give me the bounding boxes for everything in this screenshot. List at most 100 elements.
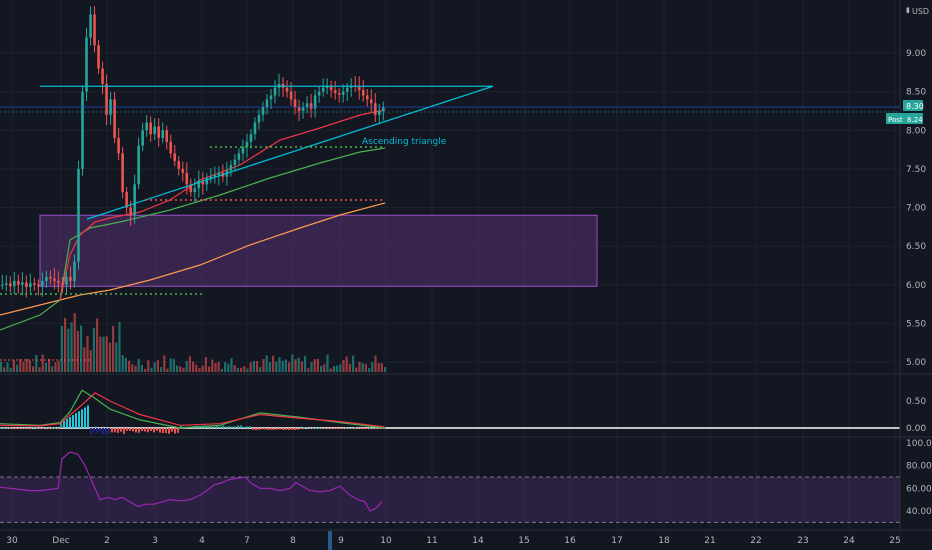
- volume-bar: [153, 362, 156, 372]
- macd-histogram-bar: [231, 426, 233, 428]
- macd-histogram-bar: [132, 428, 134, 432]
- candle-body: [181, 168, 185, 173]
- volume-bar: [281, 360, 284, 372]
- volume-bar: [160, 367, 163, 372]
- macd-histogram-bar: [321, 428, 323, 429]
- volume-bar: [246, 368, 249, 372]
- volume-bar: [108, 342, 111, 372]
- volume-bar: [358, 361, 361, 372]
- candle-body: [233, 159, 237, 166]
- candle-body: [117, 137, 120, 154]
- macd-histogram-bar: [267, 428, 269, 430]
- candle-body: [317, 91, 321, 96]
- volume-bar: [6, 362, 9, 372]
- price-tick-label: 7.50: [906, 165, 926, 175]
- volume-bar: [224, 362, 227, 372]
- volume-bar: [112, 325, 115, 372]
- macd-histogram-bar: [336, 428, 338, 429]
- price-tick-label: 8.00: [906, 126, 926, 136]
- candle-body: [29, 283, 32, 288]
- macd-histogram-bar: [102, 428, 104, 435]
- ma-orange-line: [0, 202, 386, 316]
- macd-histogram-bar: [291, 428, 293, 430]
- candle-body: [173, 153, 177, 162]
- volume-bar: [329, 368, 332, 372]
- volume-bar: [214, 362, 217, 372]
- candle-body: [285, 87, 289, 92]
- macd-histogram-bar: [363, 428, 365, 429]
- candle-body: [341, 91, 345, 95]
- candle-body: [77, 168, 80, 262]
- candle-body: [97, 45, 100, 69]
- macd-histogram-bar: [129, 428, 131, 431]
- volume-bar: [339, 364, 342, 372]
- candle-body: [241, 147, 245, 154]
- price-axis[interactable]: USD ▮ 9.00 8.50 8.00 7.50 7.00 6.50 6.00 5.50 5.…: [906, 6, 932, 517]
- price-tick-label: 5.00: [906, 358, 926, 368]
- macd-histogram-bar: [165, 428, 167, 433]
- candle-body: [113, 99, 116, 138]
- macd-histogram-bar: [315, 427, 317, 429]
- volume-bar: [208, 366, 211, 372]
- macd-histogram-bar: [18, 428, 20, 429]
- volume-bar: [96, 318, 99, 372]
- candle-body: [149, 122, 152, 135]
- candle-body: [49, 277, 52, 279]
- time-tick-label: Dec: [52, 536, 69, 546]
- macd-histogram-bar: [339, 428, 341, 429]
- volume-bar: [211, 359, 214, 372]
- candle-body: [249, 134, 253, 142]
- volume-bar: [67, 328, 70, 372]
- volume-bar: [80, 325, 83, 372]
- candle-body: [289, 91, 293, 100]
- macd-panel: [0, 389, 900, 435]
- candle-body: [105, 83, 108, 115]
- rsi-tick-label: 80.00: [906, 462, 932, 472]
- candle-body: [361, 90, 365, 96]
- candle-body: [21, 282, 24, 285]
- trend-drawings[interactable]: [0, 85, 900, 295]
- macd-histogram-bar: [174, 428, 176, 434]
- candle-body: [369, 99, 373, 104]
- volume-bar: [28, 360, 31, 372]
- volume-bar: [316, 358, 319, 372]
- candle-body: [205, 178, 209, 185]
- volume-bar: [76, 330, 79, 372]
- volume-bar: [137, 358, 140, 372]
- volume-bar: [32, 366, 35, 372]
- macd-histogram-bar: [255, 428, 257, 431]
- candle-body: [13, 280, 16, 287]
- time-axis[interactable]: 30 Dec 2 3 4 7 8 9 10 11 14 15 16 17 18 21 22 23 24 25: [6, 531, 901, 550]
- candle-body: [129, 207, 132, 216]
- macd-histogram-bar: [270, 428, 272, 430]
- volume-bar: [83, 347, 86, 372]
- volume-bar: [272, 355, 275, 372]
- macd-histogram-bar: [30, 428, 32, 430]
- volume-bar: [44, 362, 47, 372]
- macd-histogram-bar: [246, 426, 248, 428]
- volume-bar: [384, 367, 387, 372]
- macd-histogram-bar: [222, 425, 224, 428]
- volume-bar: [38, 367, 41, 372]
- candle-body: [365, 95, 369, 100]
- macd-histogram-bar: [63, 420, 65, 428]
- candle-body: [53, 278, 56, 281]
- macd-histogram-bar: [345, 427, 347, 429]
- macd-histogram-bar: [117, 428, 119, 433]
- volume-bar: [185, 360, 188, 372]
- volume-bar: [134, 365, 137, 372]
- annotation-label[interactable]: Ascending triangle: [362, 137, 447, 147]
- macd-histogram-bar: [243, 426, 245, 428]
- macd-histogram-bar: [93, 428, 95, 433]
- volume-bar: [86, 336, 89, 372]
- volume-bar: [124, 357, 127, 372]
- volume-bar: [179, 366, 182, 372]
- candle-body: [209, 176, 213, 179]
- volume-bar: [352, 355, 355, 372]
- candle-body: [217, 172, 221, 176]
- candle-body: [265, 99, 269, 108]
- candlesticks[interactable]: [1, 5, 385, 298]
- volume-bar: [323, 364, 326, 372]
- volume-bar: [201, 365, 204, 372]
